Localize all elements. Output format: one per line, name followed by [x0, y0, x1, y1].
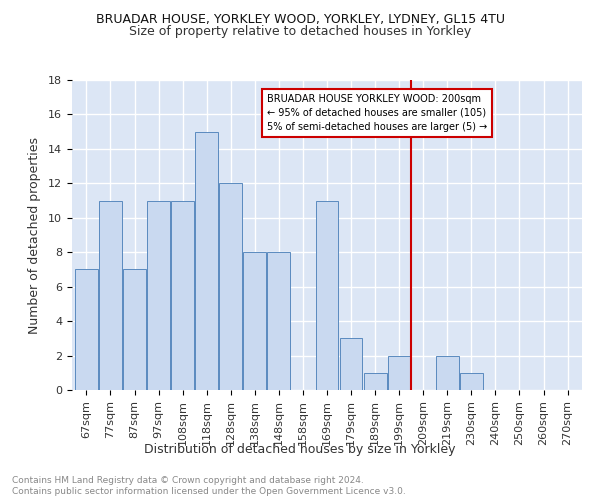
Bar: [220, 184, 242, 390]
Bar: [436, 356, 459, 390]
Text: BRUADAR HOUSE, YORKLEY WOOD, YORKLEY, LYDNEY, GL15 4TU: BRUADAR HOUSE, YORKLEY WOOD, YORKLEY, LY…: [95, 12, 505, 26]
Bar: [171, 200, 194, 390]
Bar: [268, 252, 290, 390]
Text: BRUADAR HOUSE YORKLEY WOOD: 200sqm
← 95% of detached houses are smaller (105)
5%: BRUADAR HOUSE YORKLEY WOOD: 200sqm ← 95%…: [267, 94, 487, 132]
Bar: [75, 270, 98, 390]
Text: Contains HM Land Registry data © Crown copyright and database right 2024.: Contains HM Land Registry data © Crown c…: [12, 476, 364, 485]
Bar: [316, 200, 338, 390]
Text: Contains public sector information licensed under the Open Government Licence v3: Contains public sector information licen…: [12, 488, 406, 496]
Bar: [195, 132, 218, 390]
Bar: [460, 373, 483, 390]
Bar: [244, 252, 266, 390]
Bar: [364, 373, 386, 390]
Bar: [123, 270, 146, 390]
Y-axis label: Number of detached properties: Number of detached properties: [28, 136, 41, 334]
Text: Distribution of detached houses by size in Yorkley: Distribution of detached houses by size …: [144, 442, 456, 456]
Bar: [147, 200, 170, 390]
Bar: [340, 338, 362, 390]
Bar: [388, 356, 410, 390]
Text: Size of property relative to detached houses in Yorkley: Size of property relative to detached ho…: [129, 25, 471, 38]
Bar: [99, 200, 122, 390]
